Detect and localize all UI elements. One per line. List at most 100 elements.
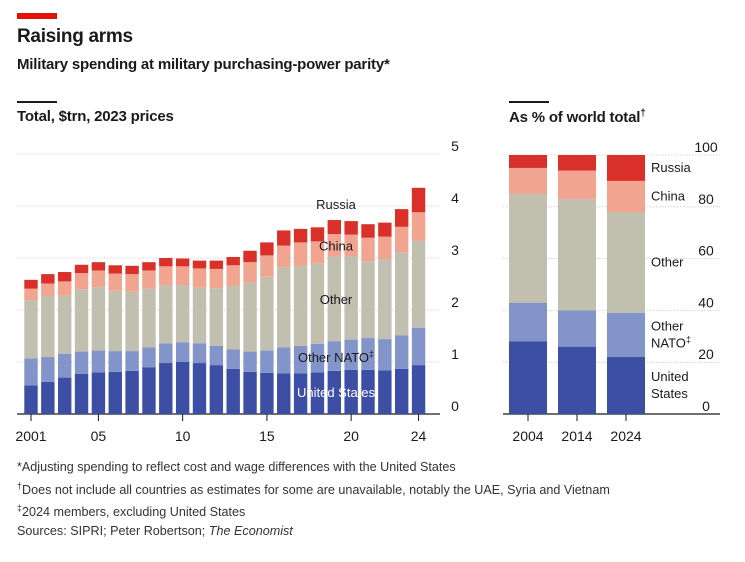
bar-united-states bbox=[74, 373, 89, 414]
x-tick-label: 2014 bbox=[561, 428, 592, 444]
bar-china bbox=[327, 234, 341, 257]
bar-other-nato bbox=[24, 358, 38, 386]
bar-other bbox=[344, 256, 358, 340]
footnote-adjustment: *Adjusting spending to reflect cost and … bbox=[17, 460, 456, 474]
bar-china bbox=[293, 242, 308, 266]
right-panel-title: As % of world total† bbox=[509, 108, 646, 126]
bar-other-nato bbox=[260, 350, 274, 373]
series-label-china: China bbox=[651, 188, 686, 203]
bar-other-nato bbox=[277, 347, 291, 374]
bar-other-nato bbox=[327, 341, 341, 371]
bar-china bbox=[91, 270, 106, 288]
x-tick-label: 20 bbox=[343, 428, 359, 444]
bar-other bbox=[125, 291, 139, 352]
bar-other-nato bbox=[607, 312, 645, 358]
bar-russia bbox=[558, 155, 596, 171]
y-tick-label: 80 bbox=[698, 191, 714, 207]
series-label-other-nato: NATO‡ bbox=[651, 335, 691, 351]
bar-other bbox=[41, 295, 55, 357]
bar-united-states bbox=[277, 373, 291, 414]
bar-united-states bbox=[509, 341, 547, 414]
bar-other-nato bbox=[293, 345, 308, 374]
y-tick-label: 60 bbox=[698, 243, 714, 259]
bar-other bbox=[277, 267, 291, 348]
bar-other bbox=[142, 288, 156, 348]
bar-other bbox=[58, 295, 72, 354]
bar-other bbox=[74, 289, 89, 352]
series-label-china: China bbox=[319, 238, 354, 253]
bar-united-states bbox=[395, 368, 409, 414]
bar-other bbox=[91, 287, 106, 351]
bar-other bbox=[226, 285, 240, 350]
bar-other-nato bbox=[209, 345, 224, 366]
sources-text: Sources: SIPRI; Peter Robertson; bbox=[17, 523, 209, 538]
bar-other-nato bbox=[344, 339, 358, 370]
bar-other-nato bbox=[192, 343, 207, 364]
bar-russia bbox=[41, 274, 55, 284]
bar-russia bbox=[74, 264, 89, 274]
bar-china bbox=[226, 265, 240, 286]
bar-russia bbox=[378, 222, 392, 237]
bar-other bbox=[411, 240, 426, 328]
bar-other-nato bbox=[243, 351, 257, 372]
bar-russia bbox=[243, 250, 257, 263]
bar-other bbox=[361, 261, 375, 339]
bar-other bbox=[175, 285, 190, 343]
bar-china bbox=[108, 273, 122, 291]
bar-russia bbox=[209, 260, 224, 269]
bar-united-states bbox=[159, 363, 173, 414]
bar-other-nato bbox=[226, 349, 240, 369]
footnote-nato-text: 2024 members, excluding United States bbox=[22, 505, 246, 520]
bar-china bbox=[74, 273, 89, 290]
bar-russia bbox=[260, 242, 274, 256]
bar-united-states bbox=[378, 370, 392, 414]
bar-china bbox=[142, 270, 156, 289]
bar-russia bbox=[361, 224, 375, 238]
y-tick-label: 1 bbox=[451, 346, 459, 362]
right-panel-title-text: As % of world total bbox=[509, 109, 641, 126]
bar-other-nato bbox=[361, 338, 375, 370]
bar-russia bbox=[108, 265, 122, 274]
y-tick-label: 4 bbox=[451, 190, 459, 206]
bar-china bbox=[24, 288, 38, 301]
bar-other bbox=[24, 300, 38, 359]
bar-china bbox=[411, 212, 426, 241]
bar-other bbox=[395, 252, 409, 336]
bar-united-states bbox=[226, 368, 240, 414]
bar-united-states bbox=[260, 372, 274, 414]
bar-other-nato bbox=[395, 335, 409, 369]
bar-russia bbox=[509, 155, 547, 168]
bar-russia bbox=[226, 256, 240, 266]
bar-china bbox=[378, 236, 392, 260]
bar-china bbox=[192, 268, 207, 288]
bar-china bbox=[509, 167, 547, 194]
right-panel-rule bbox=[509, 101, 549, 103]
x-tick-label: 2024 bbox=[610, 428, 641, 444]
bar-other-nato bbox=[58, 353, 72, 378]
series-label-other-nato: Other NATO‡ bbox=[298, 349, 374, 365]
bar-russia bbox=[192, 260, 207, 269]
bar-other-nato bbox=[159, 343, 173, 364]
bar-other bbox=[243, 282, 257, 352]
bar-other-nato bbox=[310, 343, 325, 373]
bar-united-states bbox=[125, 370, 139, 414]
bar-china bbox=[260, 255, 274, 277]
bar-other-nato bbox=[558, 310, 596, 347]
bar-other bbox=[293, 265, 308, 346]
bar-russia bbox=[277, 230, 291, 246]
bar-united-states bbox=[91, 372, 106, 414]
y-tick-label: 5 bbox=[451, 138, 459, 154]
bar-russia bbox=[411, 187, 426, 213]
y-tick-label: 40 bbox=[698, 294, 714, 310]
series-label-other: Other bbox=[320, 292, 353, 307]
chart-title: Raising arms bbox=[17, 26, 133, 47]
bar-united-states bbox=[192, 363, 207, 414]
chart-subtitle: Military spending at military purchasing… bbox=[17, 56, 390, 73]
bar-other bbox=[378, 259, 392, 340]
series-label-united-states: States bbox=[651, 386, 688, 401]
series-label-united-states: United bbox=[651, 369, 689, 384]
bar-other-nato bbox=[125, 351, 139, 371]
sources-line: Sources: SIPRI; Peter Robertson; The Eco… bbox=[17, 522, 610, 541]
x-tick-label: 05 bbox=[91, 428, 107, 444]
bar-china bbox=[175, 266, 190, 286]
